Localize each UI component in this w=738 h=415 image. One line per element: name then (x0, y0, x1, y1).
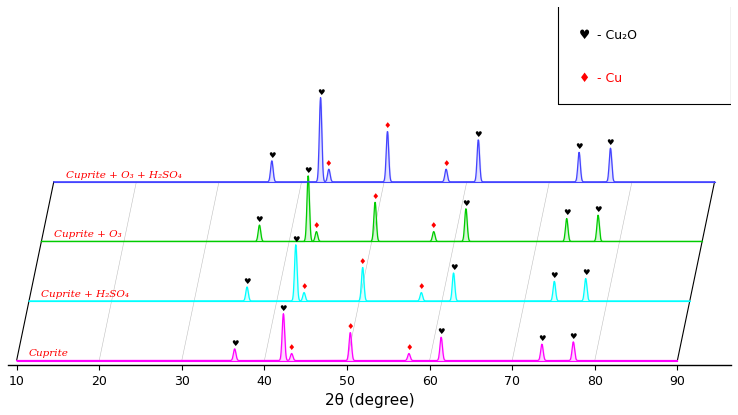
Text: ♥: ♥ (449, 263, 458, 272)
Text: ♥: ♥ (576, 142, 583, 151)
Text: ♦: ♦ (430, 222, 438, 230)
X-axis label: 2θ (degree): 2θ (degree) (325, 393, 415, 408)
Text: ♥: ♥ (475, 129, 482, 139)
Text: ♦: ♦ (325, 159, 333, 168)
Text: ♥: ♥ (292, 235, 300, 244)
Text: ♥: ♥ (538, 334, 545, 343)
Text: ♥: ♥ (438, 327, 445, 336)
Text: ♥: ♥ (563, 208, 570, 217)
Text: ♥: ♥ (594, 205, 601, 214)
Text: Cuprite: Cuprite (29, 349, 69, 359)
Text: ♦: ♦ (371, 192, 379, 201)
Text: ♥: ♥ (268, 151, 275, 160)
Text: ♥: ♥ (462, 198, 469, 208)
Text: ♦: ♦ (418, 283, 425, 291)
Text: ♥: ♥ (551, 271, 558, 280)
Text: ♥: ♥ (231, 339, 238, 348)
Text: ♦: ♦ (405, 344, 413, 352)
Text: ♥: ♥ (607, 138, 614, 147)
Text: ♦: ♦ (300, 283, 308, 291)
Text: ♦: ♦ (347, 322, 354, 331)
Text: Cuprite + H₂SO₄: Cuprite + H₂SO₄ (41, 290, 129, 299)
Text: - Cu: - Cu (597, 72, 622, 85)
Text: ♥: ♥ (244, 277, 251, 286)
Text: ♥: ♥ (280, 304, 287, 312)
Text: ♥: ♥ (570, 332, 577, 341)
Text: ♦: ♦ (359, 257, 367, 266)
Text: ♦: ♦ (579, 72, 590, 85)
Text: ♥: ♥ (579, 29, 590, 42)
Text: - Cu₂O: - Cu₂O (597, 29, 638, 42)
Text: ♦: ♦ (313, 222, 320, 230)
Text: ♥: ♥ (317, 88, 324, 97)
Text: ♥: ♥ (582, 269, 590, 277)
Text: Cuprite + O₃ + H₂SO₄: Cuprite + O₃ + H₂SO₄ (66, 171, 182, 180)
Text: ♥: ♥ (304, 166, 312, 175)
Text: Cuprite + O₃: Cuprite + O₃ (54, 230, 122, 239)
Text: ♥: ♥ (255, 215, 263, 224)
Text: ♦: ♦ (288, 344, 295, 352)
Text: ♦: ♦ (442, 159, 450, 168)
Text: ♦: ♦ (384, 121, 391, 130)
